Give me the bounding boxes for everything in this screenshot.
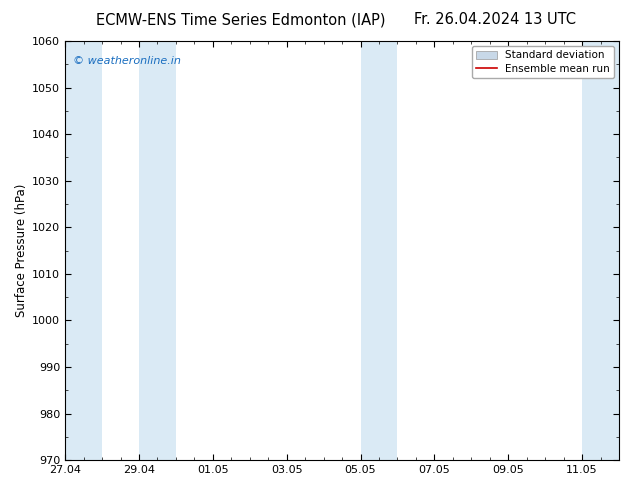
Text: ECMW-ENS Time Series Edmonton (IAP): ECMW-ENS Time Series Edmonton (IAP) (96, 12, 385, 27)
Text: Fr. 26.04.2024 13 UTC: Fr. 26.04.2024 13 UTC (413, 12, 576, 27)
Bar (582, 41, 619, 460)
Bar (361, 41, 398, 460)
Bar (139, 41, 176, 460)
Text: © weatheronline.in: © weatheronline.in (74, 56, 181, 66)
Y-axis label: Surface Pressure (hPa): Surface Pressure (hPa) (15, 184, 28, 318)
Bar (65, 41, 102, 460)
Legend: Standard deviation, Ensemble mean run: Standard deviation, Ensemble mean run (472, 46, 614, 78)
